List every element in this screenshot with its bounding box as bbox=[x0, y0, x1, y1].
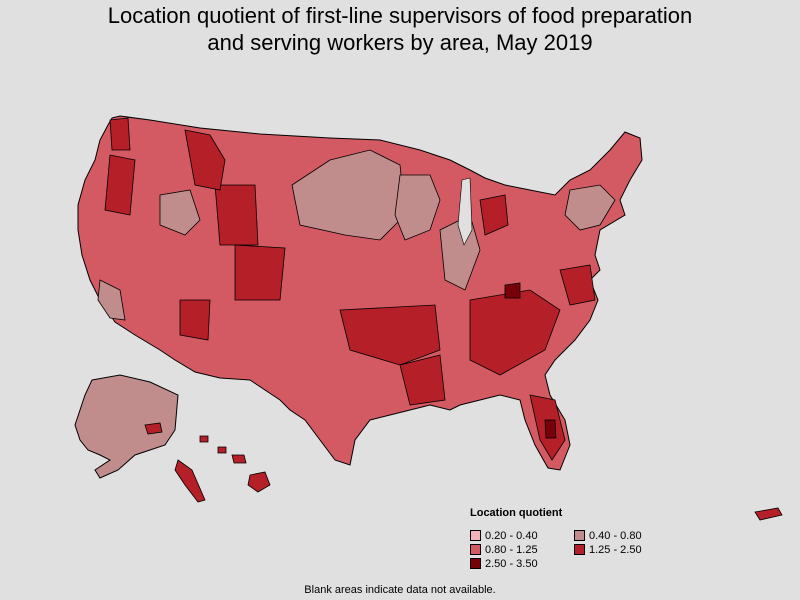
southeast-dark-region bbox=[469, 289, 561, 376]
legend-swatch bbox=[574, 530, 585, 541]
hawaii-oahu bbox=[217, 446, 227, 454]
wyoming-dark-region bbox=[214, 184, 259, 246]
northeast-light-region bbox=[564, 184, 616, 231]
legend: Location quotient 0.20 - 0.40 0.40 - 0.8… bbox=[470, 507, 700, 570]
colorado-dark-region bbox=[234, 244, 286, 301]
legend-swatch bbox=[574, 544, 585, 555]
legend-swatch bbox=[470, 530, 481, 541]
montana-dark-region bbox=[184, 129, 226, 191]
virginia-dark-region bbox=[559, 264, 596, 306]
california-light-region bbox=[97, 279, 126, 321]
alaska-kenai bbox=[144, 422, 163, 435]
legend-title: Location quotient bbox=[470, 507, 563, 519]
legend-item-0-40-0-80: 0.40 - 0.80 bbox=[574, 529, 684, 542]
legend-item-0-20-0-40: 0.20 - 0.40 bbox=[470, 529, 574, 542]
legend-item-1-25-2-50: 1.25 - 2.50 bbox=[574, 543, 684, 556]
mississippi-dark-region bbox=[399, 354, 446, 406]
legend-label: 0.80 - 1.25 bbox=[485, 543, 538, 556]
legend-label: 0.40 - 0.80 bbox=[589, 529, 642, 542]
lake-michigan bbox=[457, 177, 473, 246]
legend-label: 2.50 - 3.50 bbox=[485, 557, 538, 570]
alaska-panhandle bbox=[174, 459, 206, 503]
map-title-line1: Location quotient of first-line supervis… bbox=[107, 3, 693, 28]
oregon-dark-region bbox=[104, 154, 136, 216]
florida-darkest-region bbox=[544, 419, 557, 439]
legend-label: 1.25 - 2.50 bbox=[589, 543, 642, 556]
legend-item-0-80-1-25: 0.80 - 1.25 bbox=[470, 543, 574, 556]
footnote: Blank areas indicate data not available. bbox=[304, 584, 496, 596]
hawaii-kauai bbox=[199, 435, 209, 443]
washington-dark-region bbox=[109, 117, 131, 151]
hawaii-maui bbox=[231, 454, 247, 464]
map-title: Location quotient of first-line supervis… bbox=[0, 2, 800, 56]
idaho-light-region bbox=[159, 189, 201, 236]
legend-swatch bbox=[470, 544, 481, 555]
legend-items: 0.20 - 0.40 0.40 - 0.80 0.80 - 1.25 1.25… bbox=[470, 529, 700, 570]
legend-item-2-50-3-50: 2.50 - 3.50 bbox=[470, 557, 574, 570]
alaska-region bbox=[74, 374, 179, 479]
legend-swatch bbox=[470, 558, 481, 569]
map-title-line2: and serving workers by area, May 2019 bbox=[207, 30, 593, 55]
legend-label: 0.20 - 0.40 bbox=[485, 529, 538, 542]
kentucky-darkest-region bbox=[504, 282, 521, 299]
puerto-rico bbox=[754, 507, 783, 521]
michigan-dark-region bbox=[479, 194, 509, 236]
new-mexico-dark-region bbox=[179, 299, 211, 341]
minnesota-light-region bbox=[394, 174, 441, 241]
south-central-dark-region bbox=[339, 304, 441, 366]
hawaii-big-island bbox=[247, 471, 271, 493]
